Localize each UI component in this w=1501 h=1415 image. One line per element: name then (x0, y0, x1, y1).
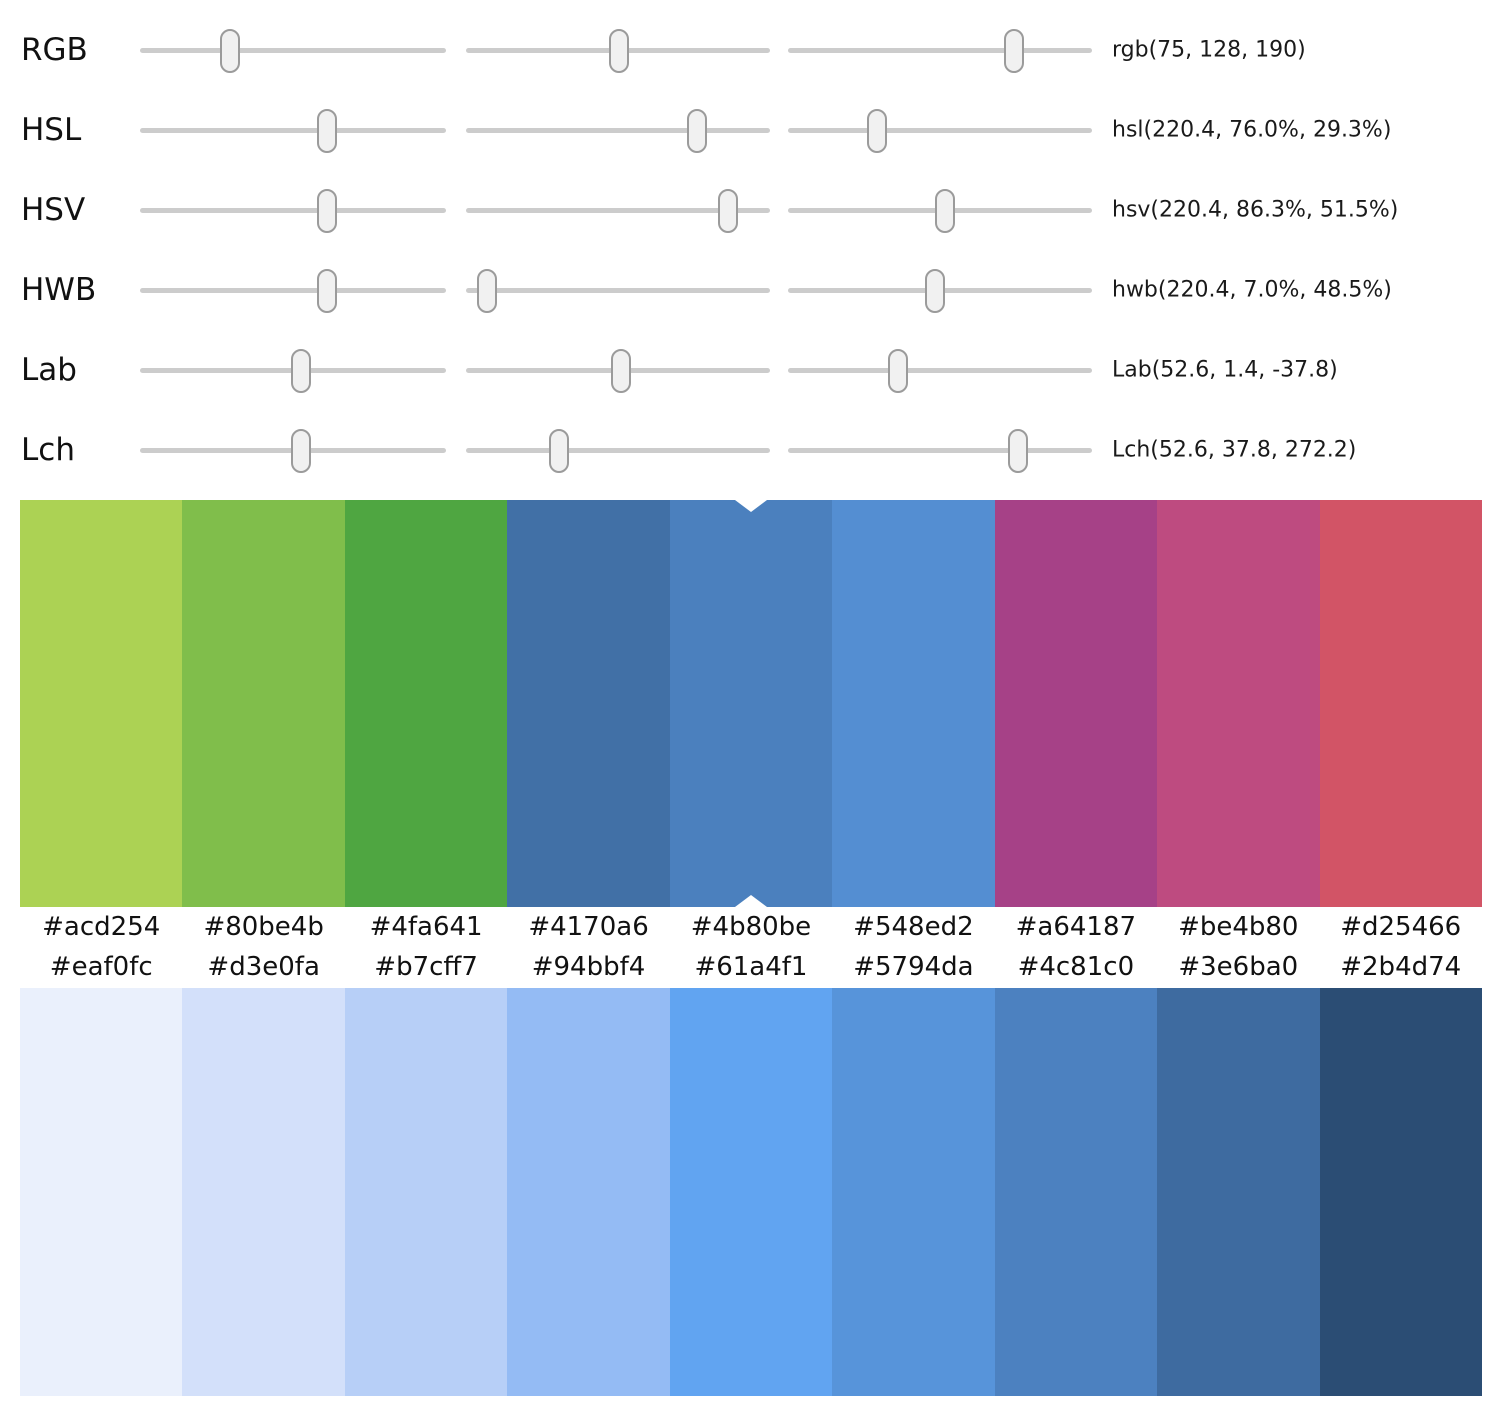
row-label-hsl: HSL (21, 112, 82, 148)
lightness-hex-label: #b7cff7 (374, 952, 478, 982)
lch-h-slider[interactable] (788, 428, 1092, 473)
hsv-s-slider-thumb[interactable] (718, 188, 739, 233)
lab-value-readout: Lab(52.6, 1.4, -37.8) (1112, 357, 1338, 383)
hue-swatch-4fa641[interactable] (344, 500, 508, 907)
hue-swatch-4b80be[interactable] (669, 500, 833, 907)
slider-row-rgb: RGB rgb(75, 128, 190) (0, 10, 1501, 90)
hue-swatch-548ed2[interactable] (832, 500, 995, 907)
row-label-hsv: HSV (21, 192, 86, 228)
hwb-w-slider[interactable] (466, 268, 770, 313)
lightness-swatch-eaf0fc[interactable] (20, 988, 183, 1396)
hue-hex-label: #4fa641 (369, 912, 483, 942)
slider-row-lab: Lab Lab(52.6, 1.4, -37.8) (0, 330, 1501, 410)
lightness-swatch-4c81c0[interactable] (994, 988, 1158, 1396)
lch-c-slider[interactable] (466, 428, 770, 473)
lab-a-slider-thumb[interactable] (611, 348, 632, 393)
hwb-h-slider[interactable] (140, 268, 446, 313)
lch-c-slider-thumb[interactable] (549, 428, 570, 473)
selected-swatch-notch-bottom-icon (734, 895, 767, 907)
hsv-s-slider[interactable] (466, 188, 770, 233)
hue-hex-label: #d25466 (1340, 912, 1462, 942)
hsv-h-slider-thumb[interactable] (317, 188, 338, 233)
hue-hex-label: #4170a6 (528, 912, 649, 942)
row-label-hwb: HWB (21, 272, 97, 308)
rgb-r-slider[interactable] (140, 28, 446, 73)
slider-row-hsl: HSL hsl(220.4, 76.0%, 29.3%) (0, 90, 1501, 170)
lch-l-slider-thumb[interactable] (290, 428, 311, 473)
lch-value-readout: Lch(52.6, 37.8, 272.2) (1112, 437, 1357, 463)
lab-a-slider[interactable] (466, 348, 770, 393)
lightness-hex-label: #61a4f1 (694, 952, 808, 982)
lightness-swatch-5794da[interactable] (832, 988, 995, 1396)
lab-b-slider-thumb[interactable] (887, 348, 908, 393)
lightness-swatch-2b4d74[interactable] (1319, 988, 1482, 1396)
rgb-r-slider-thumb[interactable] (219, 28, 240, 73)
hue-hex-label: #acd254 (42, 912, 161, 942)
lab-l-slider[interactable] (140, 348, 446, 393)
hue-hex-label: #80be4b (203, 912, 324, 942)
lightness-hex-label: #5794da (853, 952, 974, 982)
lightness-hex-label: #2b4d74 (1340, 952, 1462, 982)
hsl-h-slider[interactable] (140, 108, 446, 153)
hsl-s-slider[interactable] (466, 108, 770, 153)
lightness-scale-palette (20, 988, 1482, 1396)
hsl-l-slider[interactable] (788, 108, 1092, 153)
hue-scale-hex-labels: #acd254 #80be4b #4fa641 #4170a6 #4b80be #548e… (20, 907, 1482, 949)
lightness-hex-label: #3e6ba0 (1178, 952, 1299, 982)
lightness-swatch-3e6ba0[interactable] (1157, 988, 1320, 1396)
hsv-value-readout: hsv(220.4, 86.3%, 51.5%) (1112, 197, 1399, 223)
lightness-hex-label: #4c81c0 (1017, 952, 1135, 982)
hsl-value-readout: hsl(220.4, 76.0%, 29.3%) (1112, 117, 1392, 143)
row-label-lab: Lab (21, 352, 77, 388)
lightness-hex-label: #eaf0fc (49, 952, 153, 982)
lab-l-slider-thumb[interactable] (290, 348, 311, 393)
lightness-swatch-94bbf4[interactable] (507, 988, 670, 1396)
slider-row-hwb: HWB hwb(220.4, 7.0%, 48.5%) (0, 250, 1501, 330)
hsv-v-slider[interactable] (788, 188, 1092, 233)
hsv-v-slider-thumb[interactable] (934, 188, 955, 233)
hwb-w-slider-thumb[interactable] (477, 268, 498, 313)
color-sliders-panel: RGB rgb(75, 128, 190) HSL hsl(220.4, 76.… (0, 0, 1501, 500)
hwb-b-slider[interactable] (788, 268, 1092, 313)
row-label-rgb: RGB (21, 32, 88, 68)
hue-hex-label: #be4b80 (1178, 912, 1299, 942)
hue-swatch-d25466[interactable] (1319, 500, 1482, 907)
lch-l-slider[interactable] (140, 428, 446, 473)
hsv-h-slider[interactable] (140, 188, 446, 233)
row-label-lch: Lch (21, 432, 75, 468)
lab-b-slider[interactable] (788, 348, 1092, 393)
rgb-b-slider-thumb[interactable] (1004, 28, 1025, 73)
slider-row-hsv: HSV hsv(220.4, 86.3%, 51.5%) (0, 170, 1501, 250)
lightness-swatch-d3e0fa[interactable] (182, 988, 345, 1396)
rgb-g-slider[interactable] (466, 28, 770, 73)
hue-swatch-acd254[interactable] (20, 500, 183, 907)
hsl-l-slider-thumb[interactable] (867, 108, 888, 153)
hsl-h-slider-thumb[interactable] (317, 108, 338, 153)
lch-h-slider-thumb[interactable] (1007, 428, 1028, 473)
hwb-h-slider-thumb[interactable] (317, 268, 338, 313)
hue-swatch-a64187[interactable] (994, 500, 1158, 907)
hwb-b-slider-thumb[interactable] (925, 268, 946, 313)
slider-row-lch: Lch Lch(52.6, 37.8, 272.2) (0, 410, 1501, 490)
rgb-b-slider[interactable] (788, 28, 1092, 73)
lightness-hex-label: #d3e0fa (207, 952, 320, 982)
rgb-g-slider-thumb[interactable] (608, 28, 629, 73)
lightness-swatch-b7cff7[interactable] (344, 988, 508, 1396)
hue-scale-palette (20, 500, 1482, 907)
lightness-swatch-61a4f1[interactable] (669, 988, 833, 1396)
lightness-scale-hex-labels: #eaf0fc #d3e0fa #b7cff7 #94bbf4 #61a4f1 #5794… (20, 949, 1482, 988)
hsl-s-slider-thumb[interactable] (687, 108, 708, 153)
rgb-value-readout: rgb(75, 128, 190) (1112, 37, 1306, 63)
hue-hex-label: #a64187 (1015, 912, 1137, 942)
hue-swatch-80be4b[interactable] (182, 500, 345, 907)
hue-swatch-be4b80[interactable] (1157, 500, 1320, 907)
hue-hex-label: #548ed2 (853, 912, 974, 942)
hwb-value-readout: hwb(220.4, 7.0%, 48.5%) (1112, 277, 1392, 303)
selected-swatch-notch-top-icon (734, 500, 767, 512)
lightness-hex-label: #94bbf4 (531, 952, 646, 982)
hue-swatch-4170a6[interactable] (507, 500, 670, 907)
hue-hex-label: #4b80be (690, 912, 812, 942)
